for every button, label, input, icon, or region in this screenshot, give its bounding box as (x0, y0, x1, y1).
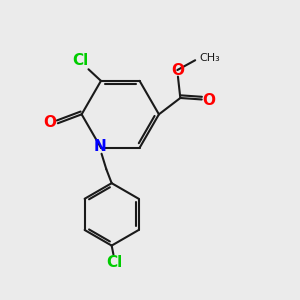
Text: Cl: Cl (106, 255, 122, 270)
Text: Cl: Cl (72, 53, 88, 68)
Text: O: O (171, 62, 184, 77)
Text: O: O (202, 93, 216, 108)
Text: N: N (94, 139, 107, 154)
Text: O: O (43, 115, 56, 130)
Text: CH₃: CH₃ (200, 53, 220, 64)
